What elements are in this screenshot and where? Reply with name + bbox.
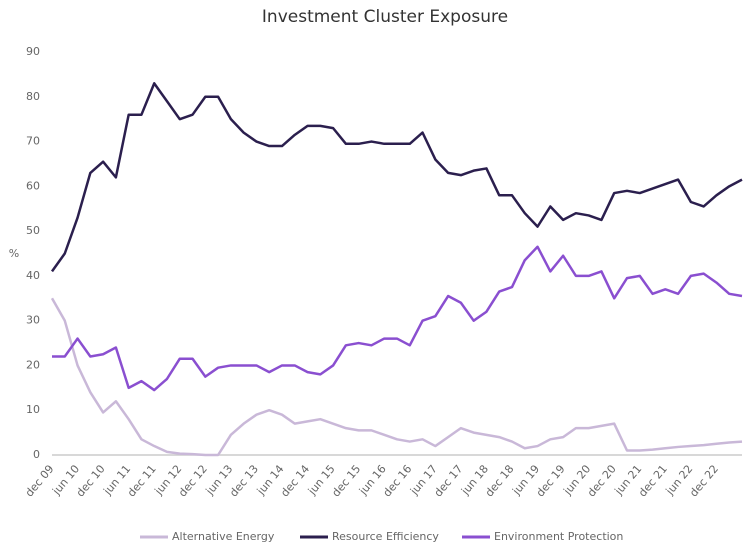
- x-tick-label: dec 19: [534, 463, 568, 500]
- x-tick-label: dec 17: [432, 463, 466, 500]
- x-tick-label: dec 16: [380, 463, 414, 500]
- x-tick-label: dec 14: [278, 463, 312, 500]
- y-tick-label: 70: [26, 135, 40, 148]
- y-tick-label: 40: [26, 269, 40, 282]
- chart-title: Investment Cluster Exposure: [262, 7, 508, 27]
- x-tick-label: dec 20: [585, 463, 619, 500]
- x-tick-label: dec 18: [483, 463, 517, 500]
- y-tick-label: 60: [26, 179, 40, 192]
- x-tick-label: dec 10: [74, 463, 108, 500]
- x-tick-label: dec 15: [329, 463, 363, 500]
- y-tick-label: 90: [26, 45, 40, 58]
- line-series: [50, 297, 743, 457]
- x-tick-label: dec 13: [227, 463, 261, 500]
- line-series: [52, 245, 743, 392]
- x-tick-label: dec 12: [176, 463, 210, 500]
- legend-label: Resource Efficiency: [332, 530, 439, 543]
- line-series: [50, 82, 743, 273]
- legend-label: Environment Protection: [494, 530, 623, 543]
- x-tick-label: dec 21: [636, 463, 670, 500]
- y-tick-label: 10: [26, 403, 40, 416]
- y-tick-label: 20: [26, 358, 40, 371]
- y-tick-label: 50: [26, 224, 40, 237]
- y-tick-label: 30: [26, 314, 40, 327]
- x-tick-label: dec 11: [125, 463, 159, 500]
- y-axis-label: %: [9, 247, 19, 260]
- x-tick-label: dec 22: [687, 463, 721, 500]
- y-tick-label: 0: [33, 448, 40, 461]
- y-tick-label: 80: [26, 90, 40, 103]
- legend-label: Alternative Energy: [172, 530, 275, 543]
- x-tick-label: dec 09: [23, 463, 57, 500]
